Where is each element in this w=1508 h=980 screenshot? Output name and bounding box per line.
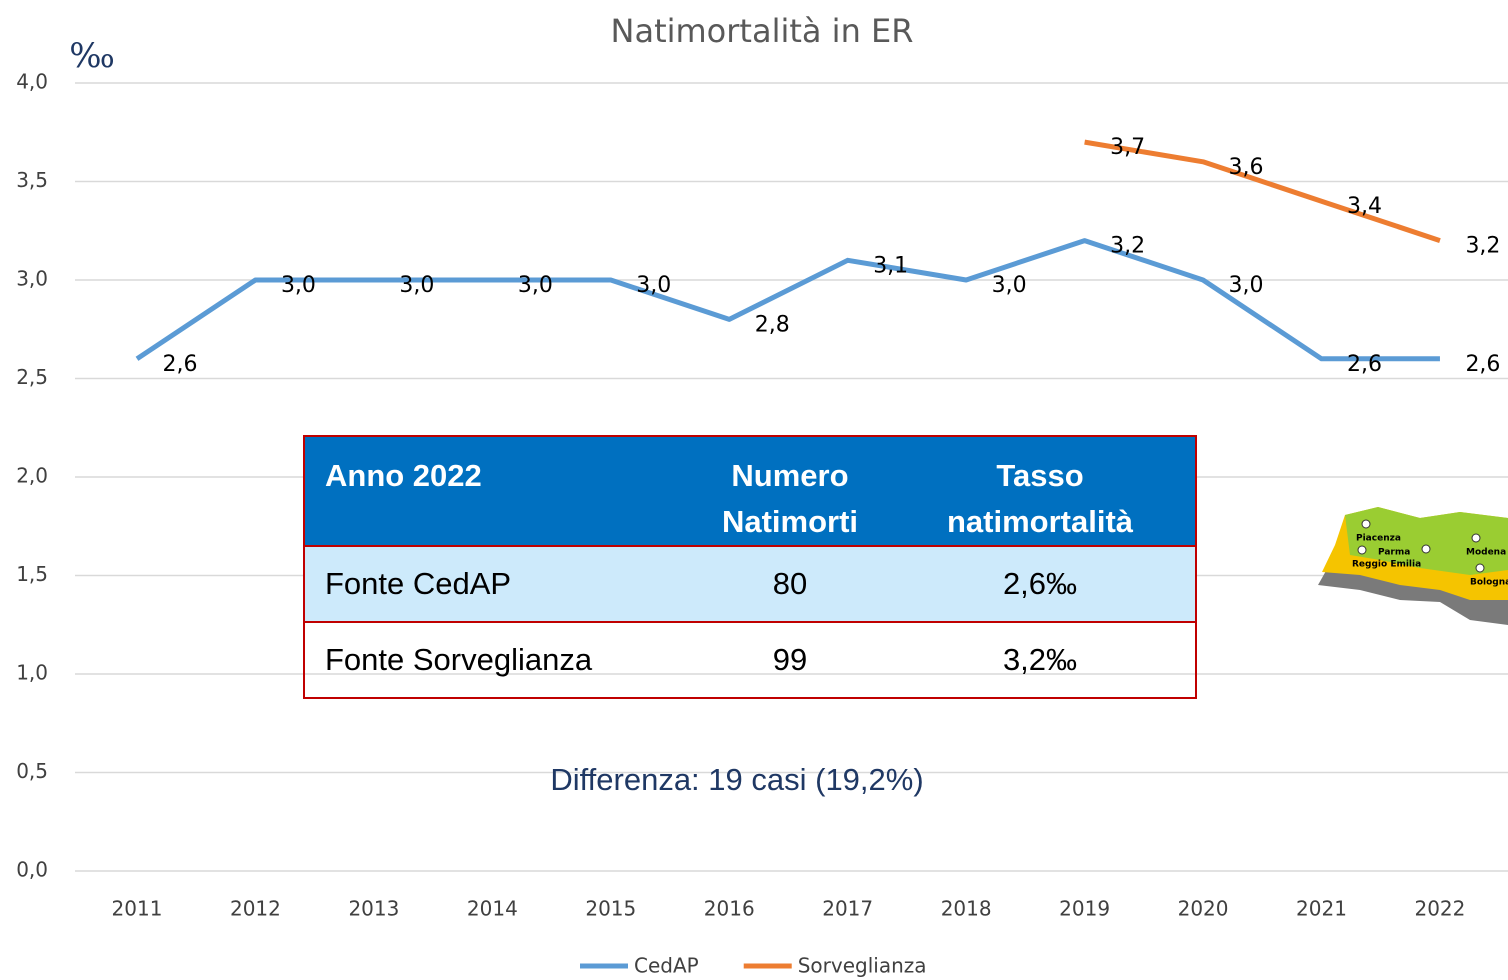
- map-label: Modena: [1466, 548, 1506, 558]
- header-cell: Numero Natimorti: [695, 436, 885, 546]
- row: Fonte Sorveglianza 99 3,2‰: [304, 622, 1196, 698]
- y-tick-label: 2,5: [16, 365, 48, 389]
- map-city: [1476, 564, 1484, 572]
- x-tick-label: 2016: [704, 897, 755, 921]
- x-tick-label: 2011: [112, 897, 163, 921]
- y-tick-label: 2,0: [16, 464, 48, 488]
- x-tick-label: 2021: [1296, 897, 1347, 921]
- map-city: [1472, 534, 1480, 542]
- data-label: 3,7: [1110, 135, 1145, 160]
- map-label: Bologna: [1470, 578, 1508, 588]
- legend-label: CedAP: [634, 954, 699, 978]
- data-label: 3,0: [518, 273, 553, 298]
- y-tick-label: 3,5: [16, 168, 48, 192]
- x-tick-label: 2015: [585, 897, 636, 921]
- legend-label: Sorveglianza: [798, 954, 927, 978]
- cell: 2,6‰: [885, 546, 1196, 622]
- data-label: 3,0: [399, 273, 434, 298]
- data-label: 2,8: [755, 312, 790, 337]
- summary-table: Anno 2022 Numero Natimorti Tasso natimor…: [303, 435, 1197, 699]
- map-label: Parma: [1378, 548, 1410, 558]
- y-tick-label: 0,5: [16, 759, 48, 783]
- data-label: 3,2: [1110, 234, 1145, 259]
- page: Natimortalità in ER ‰ Piacenza Parma Reggi…: [0, 0, 1508, 980]
- annotation: Differenza: 19 casi (19,2%): [437, 762, 1037, 798]
- data-label: 3,2: [1465, 234, 1500, 259]
- x-tick-label: 2012: [230, 897, 281, 921]
- cell: Fonte CedAP: [304, 546, 695, 622]
- y-tick-label: 0,0: [16, 858, 48, 882]
- header-cell: Tasso natimortalità: [885, 436, 1196, 546]
- x-tick-label: 2020: [1178, 897, 1229, 921]
- data-label: 2,6: [1465, 352, 1500, 377]
- data-label: 3,4: [1347, 194, 1382, 219]
- data-label: 3,0: [992, 273, 1027, 298]
- data-label: 3,0: [281, 273, 316, 298]
- y-tick-label: 1,5: [16, 562, 48, 586]
- data-label: 3,0: [1229, 273, 1264, 298]
- row: Fonte CedAP 80 2,6‰: [304, 546, 1196, 622]
- cell: 80: [695, 546, 885, 622]
- y-tick-label: 4,0: [16, 70, 48, 94]
- map-city: [1362, 520, 1370, 528]
- map-label: Piacenza: [1356, 534, 1401, 544]
- x-tick-label: 2014: [467, 897, 518, 921]
- cell: Fonte Sorveglianza: [304, 622, 695, 698]
- data-label: 2,6: [1347, 352, 1382, 377]
- map-city: [1358, 546, 1366, 554]
- y-tick-label: 1,0: [16, 661, 48, 685]
- cell: 3,2‰: [885, 622, 1196, 698]
- line-series: [137, 241, 1440, 359]
- data-label: 3,1: [873, 253, 908, 278]
- x-tick-label: 2017: [822, 897, 873, 921]
- x-tick-label: 2019: [1059, 897, 1110, 921]
- data-label: 3,0: [636, 273, 671, 298]
- header-row: Anno 2022 Numero Natimorti Tasso natimor…: [304, 436, 1196, 546]
- cell: 99: [695, 622, 885, 698]
- map-city: [1422, 545, 1430, 553]
- data-label: 3,6: [1229, 155, 1264, 180]
- data-label: 2,6: [163, 352, 198, 377]
- header-cell: Anno 2022: [304, 436, 695, 546]
- y-tick-label: 3,0: [16, 267, 48, 291]
- map-label: Reggio Emilia: [1352, 560, 1421, 570]
- map: Piacenza Parma Reggio Emilia Modena Bologna: [1318, 507, 1508, 625]
- x-tick-label: 2013: [348, 897, 399, 921]
- chart-title: Natimortalità in ER: [611, 12, 914, 50]
- x-tick-label: 2018: [941, 897, 992, 921]
- y-unit: ‰: [69, 36, 115, 76]
- x-tick-label: 2022: [1414, 897, 1465, 921]
